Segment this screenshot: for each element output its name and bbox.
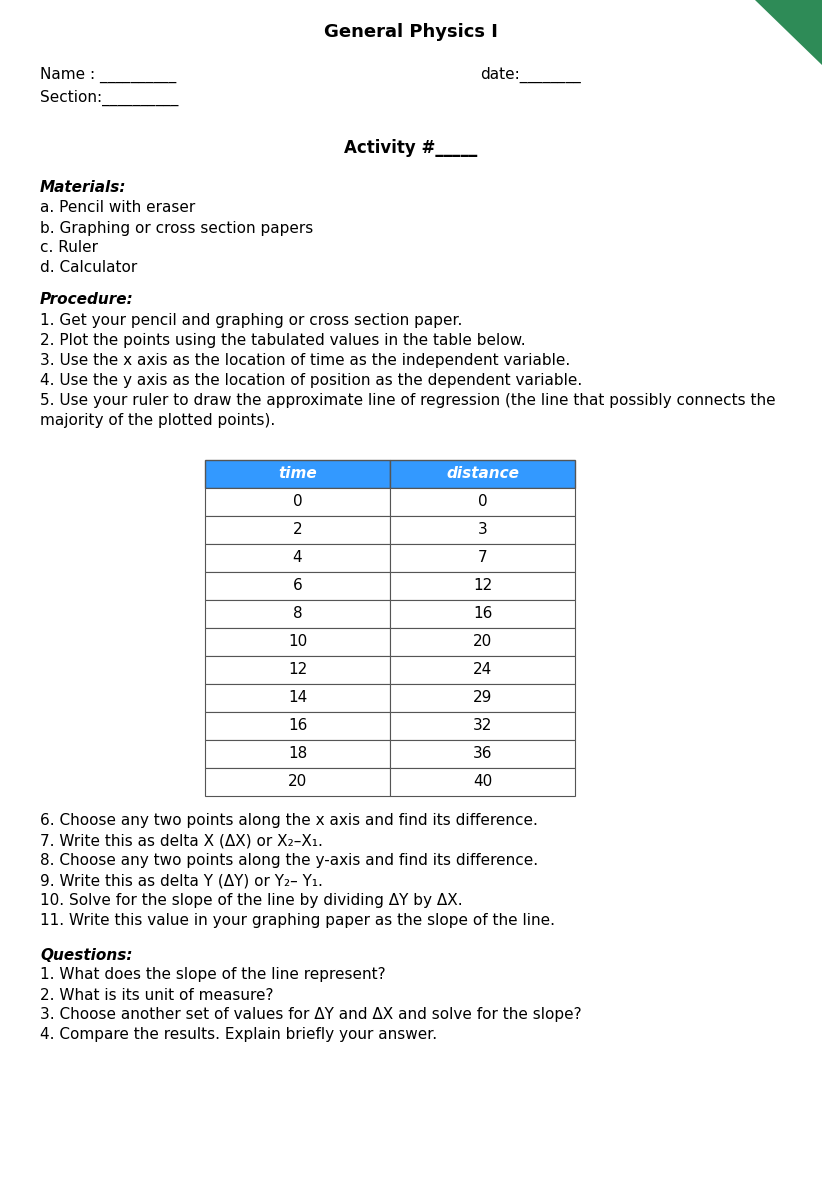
Bar bbox=[390, 572, 575, 600]
Text: 3. Choose another set of values for ΔY and ΔX and solve for the slope?: 3. Choose another set of values for ΔY a… bbox=[40, 1008, 582, 1022]
Text: majority of the plotted points).: majority of the plotted points). bbox=[40, 413, 275, 427]
Bar bbox=[205, 572, 390, 600]
Text: 29: 29 bbox=[473, 690, 492, 706]
Text: c. Ruler: c. Ruler bbox=[40, 240, 98, 256]
Text: Procedure:: Procedure: bbox=[40, 293, 134, 307]
Bar bbox=[390, 460, 575, 488]
Text: 12: 12 bbox=[288, 662, 307, 678]
Text: 7: 7 bbox=[478, 551, 487, 565]
Bar bbox=[205, 628, 390, 656]
Text: b. Graphing or cross section papers: b. Graphing or cross section papers bbox=[40, 221, 313, 235]
Text: General Physics I: General Physics I bbox=[324, 23, 498, 41]
Text: Section:__________: Section:__________ bbox=[40, 90, 178, 106]
Bar bbox=[205, 600, 390, 628]
Bar bbox=[205, 740, 390, 768]
Text: a. Pencil with eraser: a. Pencil with eraser bbox=[40, 200, 196, 216]
Text: 8. Choose any two points along the y-axis and find its difference.: 8. Choose any two points along the y-axi… bbox=[40, 853, 538, 869]
Bar bbox=[390, 656, 575, 684]
Bar bbox=[205, 516, 390, 544]
Text: 4. Compare the results. Explain briefly your answer.: 4. Compare the results. Explain briefly … bbox=[40, 1027, 437, 1043]
Text: 10: 10 bbox=[288, 635, 307, 649]
Bar bbox=[205, 684, 390, 712]
Text: Activity #_____: Activity #_____ bbox=[344, 139, 478, 157]
Text: 20: 20 bbox=[473, 635, 492, 649]
Text: d. Calculator: d. Calculator bbox=[40, 260, 137, 276]
Text: 6: 6 bbox=[293, 578, 302, 594]
Bar bbox=[205, 544, 390, 572]
Text: 40: 40 bbox=[473, 774, 492, 790]
Text: Questions:: Questions: bbox=[40, 948, 132, 962]
Text: 18: 18 bbox=[288, 746, 307, 762]
Bar bbox=[390, 488, 575, 516]
Bar bbox=[205, 460, 390, 488]
Bar bbox=[205, 656, 390, 684]
Text: 20: 20 bbox=[288, 774, 307, 790]
Text: 8: 8 bbox=[293, 606, 302, 622]
Text: Name : __________: Name : __________ bbox=[40, 67, 176, 83]
Polygon shape bbox=[755, 0, 822, 65]
Bar bbox=[390, 740, 575, 768]
Text: 12: 12 bbox=[473, 578, 492, 594]
Text: distance: distance bbox=[446, 467, 519, 481]
Bar bbox=[390, 628, 575, 656]
Bar bbox=[390, 600, 575, 628]
Text: 36: 36 bbox=[473, 746, 492, 762]
Text: 4: 4 bbox=[293, 551, 302, 565]
Text: 14: 14 bbox=[288, 690, 307, 706]
Bar bbox=[390, 768, 575, 796]
Bar bbox=[205, 768, 390, 796]
Text: 5. Use your ruler to draw the approximate line of regression (the line that poss: 5. Use your ruler to draw the approximat… bbox=[40, 392, 776, 408]
Text: 11. Write this value in your graphing paper as the slope of the line.: 11. Write this value in your graphing pa… bbox=[40, 913, 555, 929]
Bar bbox=[205, 488, 390, 516]
Bar bbox=[390, 544, 575, 572]
Text: 7. Write this as delta X (ΔX) or X₂–X₁.: 7. Write this as delta X (ΔX) or X₂–X₁. bbox=[40, 834, 323, 848]
Text: 2. What is its unit of measure?: 2. What is its unit of measure? bbox=[40, 988, 274, 1002]
Text: time: time bbox=[278, 467, 316, 481]
Text: 1. Get your pencil and graphing or cross section paper.: 1. Get your pencil and graphing or cross… bbox=[40, 312, 462, 328]
Bar bbox=[390, 684, 575, 712]
Text: 16: 16 bbox=[288, 719, 307, 733]
Bar bbox=[390, 516, 575, 544]
Text: 4. Use the y axis as the location of position as the dependent variable.: 4. Use the y axis as the location of pos… bbox=[40, 372, 582, 388]
Text: 1. What does the slope of the line represent?: 1. What does the slope of the line repre… bbox=[40, 967, 386, 983]
Bar bbox=[390, 712, 575, 740]
Text: 24: 24 bbox=[473, 662, 492, 678]
Text: 9. Write this as delta Y (ΔY) or Y₂– Y₁.: 9. Write this as delta Y (ΔY) or Y₂– Y₁. bbox=[40, 874, 323, 888]
Text: 2. Plot the points using the tabulated values in the table below.: 2. Plot the points using the tabulated v… bbox=[40, 332, 525, 348]
Text: 3: 3 bbox=[478, 522, 487, 538]
Bar bbox=[205, 712, 390, 740]
Text: Materials:: Materials: bbox=[40, 180, 127, 196]
Text: 0: 0 bbox=[293, 494, 302, 510]
Text: 16: 16 bbox=[473, 606, 492, 622]
Text: 6. Choose any two points along the x axis and find its difference.: 6. Choose any two points along the x axi… bbox=[40, 814, 538, 828]
Text: 10. Solve for the slope of the line by dividing ΔY by ΔX.: 10. Solve for the slope of the line by d… bbox=[40, 894, 463, 908]
Text: 0: 0 bbox=[478, 494, 487, 510]
Text: 2: 2 bbox=[293, 522, 302, 538]
Text: date:________: date:________ bbox=[480, 67, 581, 83]
Text: 32: 32 bbox=[473, 719, 492, 733]
Text: 3. Use the x axis as the location of time as the independent variable.: 3. Use the x axis as the location of tim… bbox=[40, 353, 570, 367]
